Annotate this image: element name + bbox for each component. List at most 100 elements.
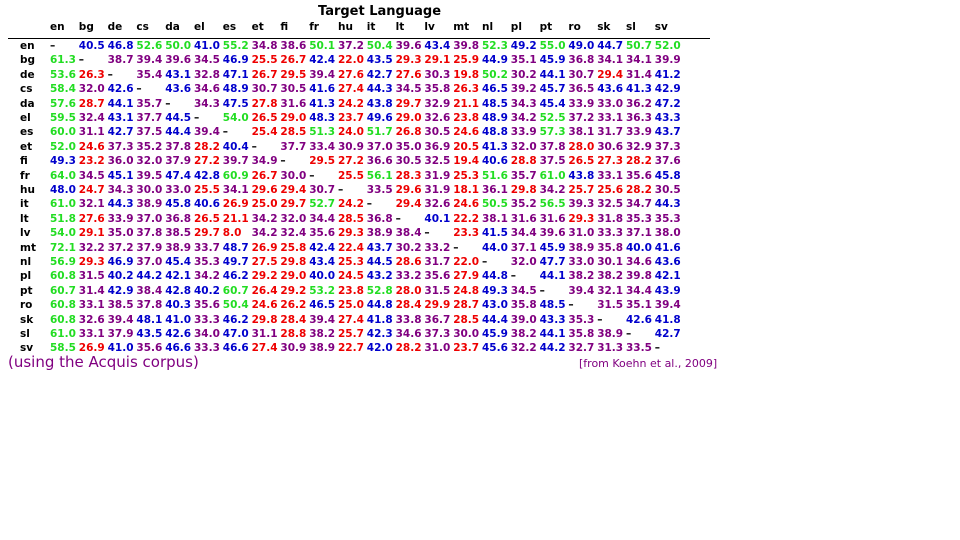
score-cell: 32.6 [78,313,105,326]
score-cell: 41.3 [309,97,336,110]
score-cell: 52.8 [366,284,393,297]
score-cell: 37.1 [626,227,652,240]
score-cell: 57.3 [539,126,566,139]
score-cell: 55.0 [539,40,566,52]
score-cell: 47.4 [165,169,192,182]
score-cell: 29.6 [395,184,422,196]
score-cell: 47.2 [654,97,681,110]
score-cell: 31.1 [78,126,105,139]
score-cell: 22.0 [453,256,480,268]
score-cell: 34.0 [194,328,220,340]
score-cell: 31.9 [424,169,451,182]
score-cell: 31.1 [251,328,278,340]
score-cell: 25.7 [568,184,595,196]
score-cell: 37.9 [165,155,192,168]
score-cell: 46.9 [222,54,249,67]
score-cell: 51.8 [50,212,76,225]
score-cell: 22.0 [338,54,364,67]
score-cell: 41.6 [654,241,681,254]
score-cell: 45.4 [539,97,566,110]
score-cell: – [107,68,113,81]
score-cell: 23.8 [453,112,480,124]
score-cell: 46.5 [482,83,508,96]
score-cell: 35.3 [654,212,681,225]
score-cell: 37.5 [136,126,163,139]
score-cell: 42.7 [654,328,681,340]
score-cell: 37.0 [366,140,393,153]
column-header-ro: ro [568,21,581,33]
score-cell: 43.8 [568,169,595,182]
score-cell: 44.1 [107,97,134,110]
score-cell: 35.8 [597,241,624,254]
score-cell: 25.5 [194,184,220,196]
column-header-it: it [366,21,376,33]
score-cell: 28.2 [395,342,422,355]
score-cell: 26.9 [222,198,249,211]
score-cell: 38.6 [280,40,307,52]
score-cell: 33.0 [165,184,192,196]
score-cell: 46.2 [222,313,249,326]
row-label-fi: fi [20,155,28,168]
score-cell: 44.8 [366,299,393,312]
score-cell: 34.4 [510,227,537,240]
score-cell: 43.6 [654,256,681,268]
score-cell: 30.0 [453,328,480,340]
score-cell: 28.7 [78,97,105,110]
score-cell: 29.8 [251,313,278,326]
score-cell: 33.7 [194,241,220,254]
score-cell: 28.5 [453,313,480,326]
score-cell: 41.5 [482,227,508,240]
score-cell: 44.3 [654,198,681,211]
score-cell: 38.9 [366,227,393,240]
score-cell: 23.3 [453,227,480,240]
score-cell: 45.8 [654,169,681,182]
score-cell: 32.7 [568,342,595,355]
score-cell: 29.2 [251,270,278,283]
score-cell: 31.9 [424,184,451,196]
score-cell: 28.3 [395,169,422,182]
score-cell: 38.9 [136,198,163,211]
row-label-fr: fr [20,169,30,182]
score-cell: 35.3 [568,313,595,326]
score-cell: 32.6 [424,112,451,124]
score-cell: 34.6 [395,328,422,340]
score-cell: 35.3 [194,256,220,268]
score-cell: 26.3 [78,68,105,81]
score-cell: 38.9 [568,241,595,254]
score-cell: 29.7 [194,227,220,240]
score-cell: 27.9 [453,270,480,283]
score-cell: 40.3 [165,299,192,312]
score-cell: 58.5 [50,342,76,355]
score-cell: 40.0 [626,241,652,254]
score-cell: 48.5 [482,97,508,110]
score-cell: 38.2 [568,270,595,283]
score-cell: 33.9 [107,212,134,225]
score-cell: 43.6 [597,83,624,96]
score-cell: 44.3 [107,198,134,211]
score-cell: 35.6 [626,169,652,182]
score-cell: – [654,342,661,355]
score-cell: 30.1 [597,256,624,268]
score-cell: 39.6 [539,227,566,240]
score-cell: 38.4 [395,227,422,240]
score-cell: 37.1 [510,241,537,254]
score-cell: 35.6 [424,270,451,283]
score-cell: – [78,54,85,67]
score-cell: 35.6 [309,227,336,240]
score-cell: 24.6 [453,198,480,211]
score-cell: 34.5 [78,169,105,182]
score-cell: 33.5 [366,184,393,196]
score-cell: 28.8 [280,328,307,340]
source-citation: [from Koehn et al., 2009] [579,357,718,370]
score-cell: 31.4 [78,284,105,297]
column-header-et: et [251,21,264,33]
score-cell: 34.1 [626,54,652,67]
column-header-en: en [50,21,65,33]
score-cell: 38.2 [309,328,336,340]
score-cell: 25.4 [251,126,278,139]
score-cell: 32.8 [194,68,220,81]
score-cell: 25.9 [453,54,480,67]
score-cell: 37.7 [136,112,163,124]
score-cell: 61.0 [539,169,566,182]
score-cell: 30.9 [280,342,307,355]
